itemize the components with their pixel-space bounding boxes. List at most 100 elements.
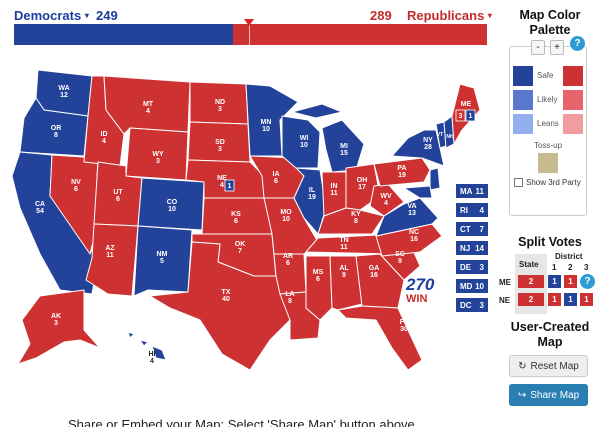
state-label-tx: TX 40 [222,289,231,303]
dem-bar-fill [14,24,233,45]
swatch-safe-dem[interactable] [513,66,533,86]
state-label-ky: KY 8 [351,211,361,225]
state-label-wa: WA 12 [58,85,69,99]
district-3-header: 3 [584,263,589,272]
state-wi[interactable] [281,115,321,169]
state-box-dc[interactable]: DC 3 [456,298,488,312]
state-label-al: AL 9 [339,265,349,279]
share-map-button[interactable]: ↪ Share Map [509,384,588,406]
state-az[interactable] [85,223,139,297]
state-box-md[interactable]: MD 10 [456,279,488,293]
state-label-wv: WV 4 [380,193,392,207]
republicans-dropdown[interactable]: Republicans ▾ [407,8,492,23]
state-ev: 14 [475,243,484,253]
checkbox-icon[interactable] [514,178,523,187]
state-ny[interactable] [391,129,445,167]
ne-state-cell[interactable]: 2 [518,293,544,306]
me-district-1-cell[interactable]: 1 [548,275,561,288]
270-marker-icon [244,19,254,26]
state-va[interactable] [375,197,439,237]
state-ev: 3 [479,262,484,272]
me-district-2-value: 1 [469,113,473,120]
show-third-party-toggle[interactable]: Show 3rd Party [514,178,581,187]
state-label-mn: MN 10 [261,119,272,133]
state-box-ct[interactable]: CT 7 [456,222,488,236]
state-tx[interactable] [149,241,291,371]
split-state-header: State [519,260,539,269]
me-state-cell[interactable]: 2 [518,275,544,288]
help-icon[interactable]: ? [570,36,585,51]
state-fl[interactable] [337,305,423,371]
swatch-leans-dem[interactable] [513,114,533,134]
share-embed-instructions: Share or Embed your Map: Select 'Share M… [68,417,415,427]
logo-win-text: WIN [406,293,428,305]
split-help-icon[interactable]: ? [580,274,595,289]
state-box-nj[interactable]: NJ 14 [456,241,488,255]
state-ms[interactable] [305,255,333,321]
state-ar[interactable] [273,253,307,295]
state-il[interactable] [293,167,327,235]
state-hi[interactable] [127,331,167,361]
state-ev: 4 [479,205,484,215]
state-ev: 10 [475,281,484,291]
state-ev: 7 [479,224,484,234]
state-label-ut: UT 6 [113,189,123,203]
state-md[interactable] [403,185,433,199]
state-label-nd: ND 3 [215,99,225,113]
state-label-ny: NY 28 [423,137,433,151]
state-box-de[interactable]: DE 3 [456,260,488,274]
ne-district-1-cell[interactable]: 1 [548,293,561,306]
state-label-hi: HI 4 [149,351,156,365]
state-label-mt: MT 4 [143,101,154,115]
state-nj[interactable] [429,167,441,191]
state-label-vt: VT [437,132,443,138]
state-box-ma[interactable]: MA 11 [456,184,488,198]
ne-district-3-cell[interactable]: 1 [580,293,593,306]
state-abbr: MD [460,281,473,291]
me-district-1-marker[interactable] [455,109,466,122]
state-ev: 11 [475,186,484,196]
state-label-co: CO 10 [167,199,178,213]
swatch-safe-rep[interactable] [563,66,583,86]
state-label-id: ID 4 [101,131,108,145]
ne-district-2-cell[interactable]: 1 [564,293,577,306]
refresh-icon: ↻ [518,360,527,372]
ne-district-value: 1 [228,183,232,190]
state-pa[interactable] [373,157,431,187]
state-label-or: OR 8 [51,125,62,139]
reset-map-button[interactable]: ↻ Reset Map [509,355,588,377]
us-electoral-map: WA 12 OR 8 CA 54 NV 6 ID 4 MT 4 WY 3 UT 6 CO 10 A… [11,69,481,371]
zoom-in-button[interactable]: + [550,40,564,55]
caret-down-icon: ▾ [487,11,492,20]
democrats-label: Democrats [14,8,82,23]
likely-label: Likely [537,95,558,104]
state-label-nm: NM 5 [157,251,168,265]
270towin-logo: 270 WIN [406,276,442,308]
user-created-map-title: User-Created Map [510,320,590,349]
state-ak[interactable] [17,289,101,365]
ne-row-label: NE [499,296,511,305]
state-label-ne: NE 4 [217,175,227,189]
state-al[interactable] [329,255,363,311]
state-nm[interactable] [133,225,193,297]
state-abbr: CT [460,224,471,234]
state-box-ri[interactable]: RI 4 [456,203,488,217]
me-district-1-value: 3 [459,113,463,120]
state-label-ks: KS 6 [231,211,241,225]
electoral-vote-bar [14,24,487,45]
republicans-label: Republicans [407,8,485,23]
swatch-likely-rep[interactable] [563,90,583,110]
state-ky[interactable] [317,207,385,235]
democrats-dropdown[interactable]: Democrats ▾ [14,8,89,23]
state-or[interactable] [19,97,89,157]
swatch-tossup[interactable] [538,153,558,173]
rep-bar-fill [232,24,487,45]
ne-district-marker[interactable] [224,179,235,192]
swatch-likely-dem[interactable] [513,90,533,110]
state-label-va: VA 13 [407,203,416,217]
zoom-out-button[interactable]: - [531,40,545,55]
safe-label: Safe [537,71,554,80]
me-district-2-cell[interactable]: 1 [564,275,577,288]
swatch-leans-rep[interactable] [563,114,583,134]
me-district-2-marker[interactable] [465,109,476,122]
